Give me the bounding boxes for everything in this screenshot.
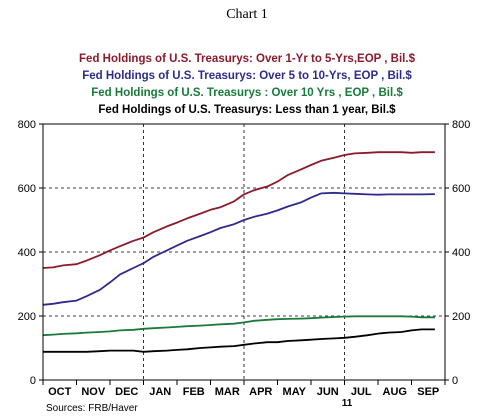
y-tick-label-right: 400 xyxy=(452,247,470,259)
series-line-3 xyxy=(42,315,435,337)
gridlines xyxy=(43,124,445,380)
y-tick-label-right: 200 xyxy=(452,311,470,323)
legend-entry-3: Fed Holdings of U.S. Treasurys : Over 10… xyxy=(91,87,403,99)
legend: Fed Holdings of U.S. Treasurys: Over 1-Y… xyxy=(79,53,416,116)
x-tick-label: JUN xyxy=(317,386,339,398)
x-tick-label: MAY xyxy=(283,386,307,398)
y-tick-label-right: 600 xyxy=(452,183,470,195)
y-tick-label-left: 400 xyxy=(18,247,36,259)
y-tick-label-left: 600 xyxy=(18,183,36,195)
x-tick-label: JAN xyxy=(149,386,171,398)
legend-entry-4: Fed Holdings of U.S. Treasurys: Less tha… xyxy=(98,104,396,116)
y-tick-label-right: 800 xyxy=(452,119,470,131)
series-line-4 xyxy=(43,328,435,353)
y-tick-label-right: 0 xyxy=(452,375,458,387)
x-tick-label: MAR xyxy=(215,386,240,398)
x-tick-label: JUL xyxy=(351,386,372,398)
series-line-1 xyxy=(42,151,435,269)
series-line-2 xyxy=(42,191,435,306)
x-tick-label: DEC xyxy=(115,386,138,398)
y-tick-label-left: 200 xyxy=(18,311,36,323)
x-tick-label: APR xyxy=(249,386,272,398)
source-note: Sources: FRB/Haver xyxy=(46,403,138,414)
y-tick-label-left: 0 xyxy=(30,375,36,387)
x-tick-label: OCT xyxy=(48,386,72,398)
x-tick-label: SEP xyxy=(417,386,439,398)
x-axis-year-label: 11 xyxy=(342,398,353,409)
x-tick-label: NOV xyxy=(81,386,106,398)
legend-entry-2: Fed Holdings of U.S. Treasurys: Over 5 t… xyxy=(82,70,412,82)
legend-entry-1: Fed Holdings of U.S. Treasurys: Over 1-Y… xyxy=(79,53,416,65)
x-tick-label: AUG xyxy=(383,386,407,398)
x-axis-labels: OCT NOV DEC JAN FEB MAR APR MAY JUN JUL AUG SEP xyxy=(48,386,439,398)
y-axis-right-labels: 0 200 400 600 800 xyxy=(452,119,470,387)
y-axis-left-labels: 0 200 400 600 800 xyxy=(18,119,36,387)
x-tick-label: FEB xyxy=(183,386,205,398)
chart-title: Chart 1 xyxy=(226,7,268,22)
y-tick-label-left: 800 xyxy=(18,119,36,131)
axis-ticks xyxy=(39,123,449,385)
series-lines xyxy=(42,151,435,353)
